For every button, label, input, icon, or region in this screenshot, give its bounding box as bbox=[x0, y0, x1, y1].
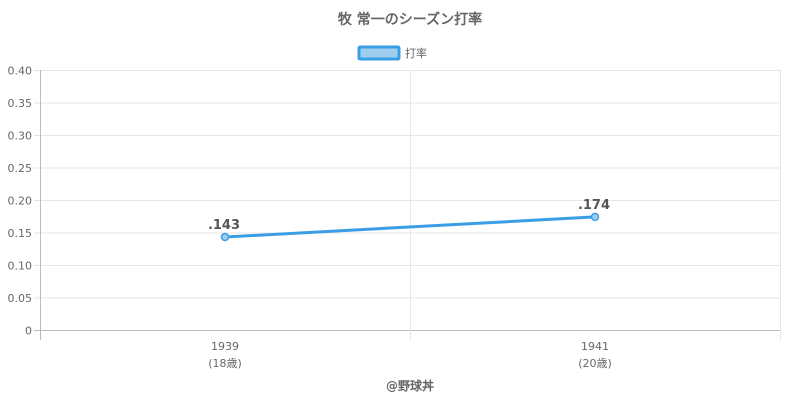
data-labels: .143 .174 bbox=[208, 198, 610, 233]
series-batting-average bbox=[220, 212, 600, 242]
y-tick-label-2: 0.10 bbox=[8, 260, 33, 273]
data-point-1[interactable] bbox=[590, 212, 600, 222]
x-tick-label-0: 1939 bbox=[211, 340, 239, 353]
credit-text: @野球丼 bbox=[386, 378, 434, 393]
data-label-0: .143 bbox=[208, 218, 240, 233]
x-axis: 1939 (18歳) 1941 (20歳) bbox=[208, 340, 612, 370]
y-tick-label-6: 0.30 bbox=[8, 130, 33, 143]
grid-lines bbox=[34, 70, 781, 340]
x-tick-sublabel-0: (18歳) bbox=[208, 357, 242, 370]
y-tick-label-7: 0.35 bbox=[8, 97, 33, 110]
legend-label: 打率 bbox=[405, 46, 427, 60]
y-axis: 0 0.05 0.10 0.15 0.20 0.25 0.30 0.35 0.40 bbox=[8, 65, 33, 338]
chart-title: 牧 常一のシーズン打率 bbox=[338, 11, 482, 28]
data-label-1: .174 bbox=[578, 198, 610, 213]
data-point-0[interactable] bbox=[220, 232, 230, 242]
x-tick-sublabel-1: (20歳) bbox=[578, 357, 612, 370]
y-tick-label-0: 0 bbox=[25, 325, 32, 338]
y-tick-label-4: 0.20 bbox=[8, 195, 33, 208]
y-tick-label-1: 0.05 bbox=[8, 292, 33, 305]
y-tick-label-8: 0.40 bbox=[8, 65, 33, 78]
y-tick-label-5: 0.25 bbox=[8, 162, 33, 175]
legend[interactable]: 打率 bbox=[357, 45, 427, 61]
series-line-0 bbox=[224, 215, 596, 239]
x-tick-label-1: 1941 bbox=[581, 340, 609, 353]
legend-swatch bbox=[357, 45, 401, 61]
y-tick-label-3: 0.15 bbox=[8, 227, 33, 240]
